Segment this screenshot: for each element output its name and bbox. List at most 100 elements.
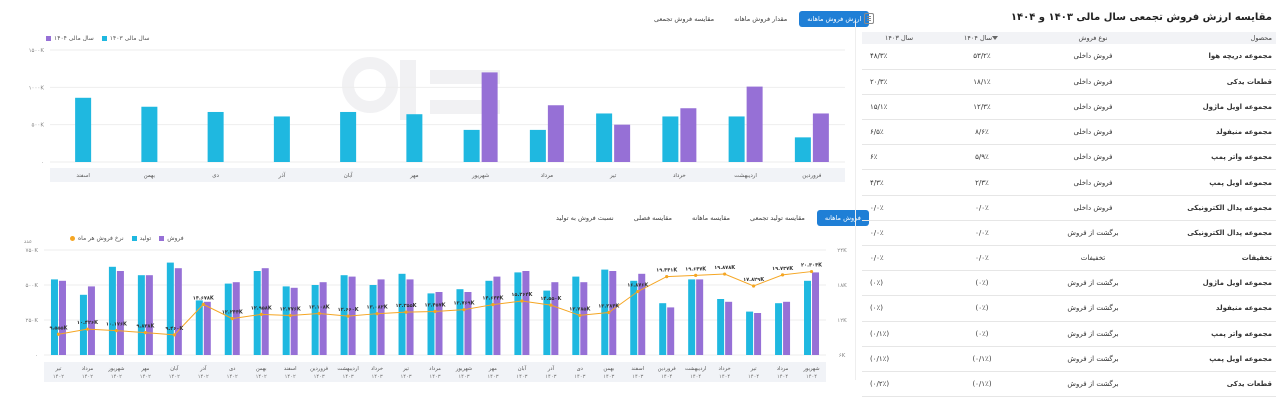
rate-point[interactable] (346, 314, 350, 318)
rate-point[interactable] (723, 272, 727, 276)
bar-1404[interactable] (746, 86, 763, 162)
bar-production[interactable] (311, 285, 319, 355)
bar-1403[interactable] (728, 116, 745, 162)
bar-production[interactable] (630, 280, 638, 355)
tab-monthly-comparison[interactable]: مقایسه ماهانه (691, 214, 731, 222)
rate-point[interactable] (56, 332, 61, 336)
tab-quarterly-comparison[interactable]: مقایسه فصلی (633, 214, 672, 222)
bar-sales[interactable] (667, 307, 675, 355)
export-icon[interactable] (864, 13, 874, 24)
bar-1403[interactable] (596, 113, 613, 162)
rate-point[interactable] (85, 327, 90, 331)
rate-point[interactable] (636, 289, 640, 294)
bar-production[interactable] (659, 303, 667, 355)
bar-production[interactable] (775, 303, 783, 355)
rate-point[interactable] (665, 274, 669, 279)
table-row[interactable]: قطعات یدکی فروش داخلی ۱۸/۱٪ ۲۰/۳٪ (862, 69, 1276, 95)
col-year-1403[interactable]: سال ۱۴۰۳ (862, 32, 936, 44)
bar-1403[interactable] (406, 114, 423, 162)
table-row[interactable]: تخفیفات تخفیفات ۰/۰٪ ۰/۰٪ (862, 245, 1276, 272)
table-row[interactable]: مجموعه دریچه هوا فروش داخلی ۵۳/۲٪ ۴۸/۳٪ (862, 44, 1276, 70)
rate-point[interactable] (317, 311, 321, 316)
bar-1403[interactable] (794, 137, 811, 162)
legend-item-production[interactable]: تولید (131, 235, 151, 242)
table-row[interactable]: مجموعه اویل پمپ برگشت از فروش (۰/۱٪) (۰/۱٪) (862, 346, 1276, 372)
bar-sales[interactable] (725, 301, 733, 355)
rate-point[interactable] (694, 273, 698, 277)
bar-1403[interactable] (141, 106, 158, 162)
rate-point[interactable] (520, 299, 524, 303)
bar-sales[interactable] (261, 268, 269, 355)
bar-sales[interactable] (319, 282, 327, 355)
table-row[interactable]: مجموعه منیفولد فروش داخلی ۸/۶٪ ۶/۵٪ (862, 119, 1276, 146)
tab-cumulative-sales-comparison[interactable]: مقایسه فروش تجمعی (654, 15, 715, 23)
rate-point[interactable] (462, 308, 466, 312)
bar-sales[interactable] (377, 279, 385, 355)
rate-point[interactable] (404, 310, 408, 314)
bar-1403[interactable] (529, 129, 546, 162)
bar-sales[interactable] (464, 292, 472, 355)
bar-1403[interactable] (273, 116, 290, 162)
bar-sales[interactable] (493, 276, 501, 355)
bar-sales[interactable] (812, 272, 820, 355)
bar-production[interactable] (137, 275, 145, 355)
bar-1403[interactable] (340, 111, 357, 162)
bar-sales[interactable] (783, 301, 791, 355)
bar-sales[interactable] (435, 292, 443, 355)
bar-sales[interactable] (203, 301, 211, 355)
bar-production[interactable] (224, 283, 232, 355)
rate-point[interactable] (433, 309, 437, 314)
bar-production[interactable] (456, 289, 464, 355)
bar-sales[interactable] (116, 271, 124, 355)
bar-sales[interactable] (174, 268, 182, 355)
rate-point[interactable] (114, 329, 119, 333)
bar-production[interactable] (746, 311, 754, 355)
bar-sales[interactable] (551, 282, 559, 355)
table-row[interactable]: مجموعه اویل ماژول فروش داخلی ۱۲/۳٪ ۱۵/۱٪ (862, 94, 1276, 121)
bar-1404[interactable] (481, 72, 498, 162)
bar-production[interactable] (543, 290, 551, 355)
table-row[interactable]: مجموعه اویل ماژول برگشت از فروش (۰٪) (۰٪) (862, 270, 1276, 297)
legend-item-1403[interactable]: سال مالی ۱۴۰۳ (101, 35, 150, 42)
bar-production[interactable] (804, 280, 812, 355)
bar-production[interactable] (514, 272, 522, 355)
rate-point[interactable] (491, 302, 495, 307)
bar-1403[interactable] (207, 111, 224, 162)
bar-sales[interactable] (145, 275, 153, 355)
bar-sales[interactable] (522, 271, 530, 355)
rate-point[interactable] (288, 313, 292, 318)
tab-monthly-sales-quantity[interactable]: مقدار فروش ماهانه (734, 15, 788, 23)
bar-production[interactable] (340, 275, 348, 355)
bar-1404[interactable] (812, 113, 829, 162)
bar-production[interactable] (572, 276, 580, 355)
bar-sales[interactable] (609, 271, 617, 355)
table-row[interactable]: مجموعه پدال الکترونیکی برگشت از فروش ۰/۰٪ ۰… (862, 220, 1276, 247)
rate-point[interactable] (549, 303, 553, 307)
bar-sales[interactable] (290, 287, 298, 355)
bar-sales[interactable] (406, 279, 414, 355)
rate-point[interactable] (230, 316, 234, 321)
table-row[interactable]: مجموعه واتر پمپ فروش داخلی ۵/۹٪ ۶٪ (862, 144, 1276, 171)
bar-production[interactable] (50, 279, 58, 355)
bar-1404[interactable] (547, 105, 564, 162)
tab-monthly-sales-value[interactable]: ارزش فروش ماهانه (799, 11, 870, 27)
rate-point[interactable] (578, 313, 582, 318)
bar-sales[interactable] (638, 273, 646, 355)
table-row[interactable]: مجموعه اویل پمپ فروش داخلی ۲/۳٪ ۴/۳٪ (862, 169, 1276, 196)
bar-1404[interactable] (614, 124, 631, 162)
col-year-1404[interactable]: سال ۱۴۰۴ (936, 32, 1028, 44)
bar-sales[interactable] (58, 280, 66, 355)
legend-item-1404[interactable]: سال مالی ۱۴۰۴ (46, 35, 94, 42)
bar-production[interactable] (688, 279, 696, 355)
bar-production[interactable] (398, 273, 406, 355)
bar-production[interactable] (79, 294, 87, 355)
bar-1403[interactable] (75, 97, 92, 162)
rate-point[interactable] (143, 331, 147, 335)
tab-cumulative-production[interactable]: مقایسه تولید تجمعی (750, 214, 805, 222)
bar-production[interactable] (166, 262, 174, 355)
rate-point[interactable] (809, 269, 814, 274)
bar-production[interactable] (427, 293, 435, 355)
bar-sales[interactable] (232, 282, 240, 355)
bar-production[interactable] (195, 300, 203, 355)
bar-production[interactable] (282, 286, 290, 355)
